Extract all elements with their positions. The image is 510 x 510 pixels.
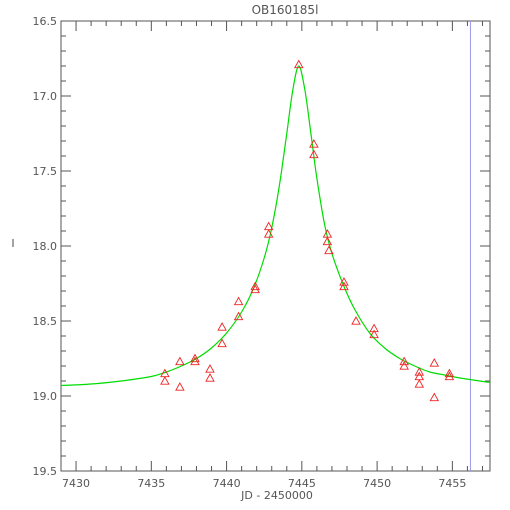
observation-point [399,361,409,370]
observation-point [263,229,274,238]
observation-point [429,358,440,367]
x-tick-label: 7435 [137,477,165,490]
observation-point [399,356,409,366]
observation-point [429,392,440,402]
observation-point [369,323,379,333]
observation-point [309,139,319,148]
observation-point [414,367,425,376]
y-tick-label: 17.0 [33,90,58,103]
observation-point [369,329,379,339]
observation-point [339,277,349,286]
observation-point [190,353,200,363]
y-tick-label: 17.5 [33,165,58,178]
observation-point [250,284,260,294]
x-axis: 7430 7435 7440 7445 7450 7455 [62,21,483,490]
plot-border [60,20,491,472]
y-axis-label: I [11,237,14,250]
observation-point [444,368,455,378]
observation-point [233,296,244,306]
y-tick-label: 18.0 [33,240,58,253]
observation-point [294,59,304,69]
observation-point [414,379,425,388]
observation-point [444,371,455,381]
x-axis-label: JD - 2450000 [240,489,313,502]
observation-point [205,373,215,382]
observation-point [339,281,349,291]
plot-area [60,21,491,471]
observation-point [250,281,260,291]
observation-point [175,382,185,391]
chart-title: OB160185l [252,3,319,17]
observation-point [233,311,244,321]
y-axis: 16.5 17.0 17.5 18.0 18.5 19.0 19.5 [33,15,490,478]
model-fit-curve [60,65,491,387]
plot-frame [60,20,491,472]
observation-point [351,316,361,325]
y-tick-label: 16.5 [33,15,58,28]
observation-point [217,338,227,348]
x-tick-label: 7455 [438,477,466,490]
observation-point [309,149,319,159]
observation-point [160,376,170,385]
x-tick-label: 7440 [213,477,241,490]
y-tick-label: 19.5 [33,465,58,478]
x-tick-label: 7450 [363,477,391,490]
x-tick-label: 7430 [62,477,90,490]
observation-point [190,356,200,366]
observation-point [324,245,334,255]
observation-point [322,236,333,246]
x-tick-label: 7445 [288,477,316,490]
y-tick-label: 19.0 [33,390,58,403]
observation-point [217,322,227,331]
y-tick-label: 18.5 [33,315,58,328]
observation-point [205,364,215,373]
observation-point [175,356,185,366]
